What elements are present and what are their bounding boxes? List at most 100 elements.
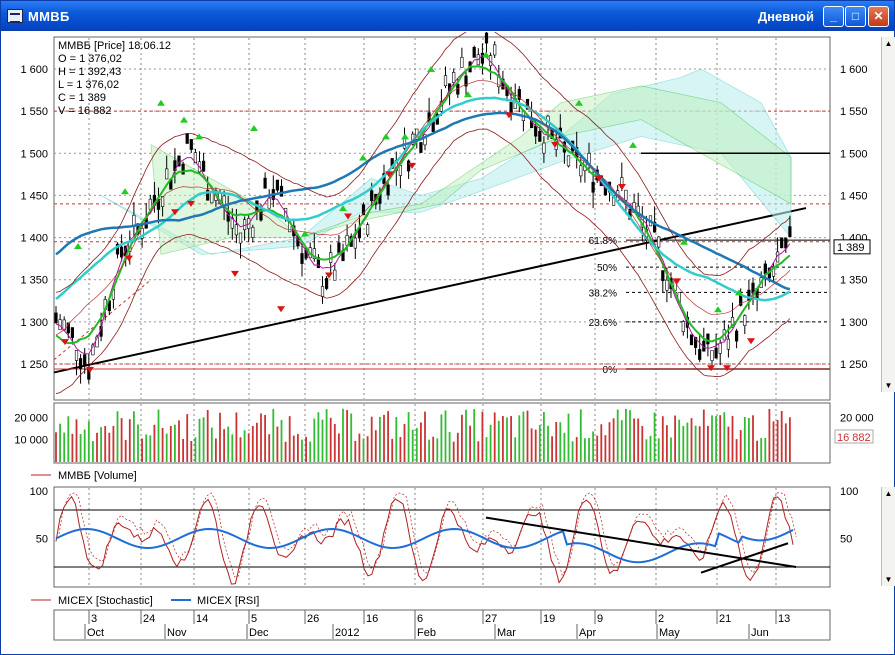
candle-body [83,354,87,366]
candle-body [726,338,730,350]
day-label: 19 [543,613,555,625]
volume-legend-label: ММВБ [Volume] [58,470,137,482]
right-price-tick: 1 450 [840,190,868,202]
title-bar[interactable]: ММВБ Дневной _ □ ✕ [1,1,894,31]
right-price-tick: 1 550 [840,106,868,118]
sell-arrow-icon [325,272,333,279]
sell-arrow-icon [86,366,94,373]
current-volume-label: 16 882 [837,432,871,444]
scroll-down-icon[interactable]: ▼ [884,575,893,584]
candle-body [275,179,280,191]
buy-arrow-icon [121,188,129,195]
fibonacci-levels: 61.8% 50% 38.2% 23.6% 0% [54,152,830,376]
right-price-tick: 1 300 [840,317,868,329]
month-label: Feb [417,627,436,639]
osc-left-tick: 50 [36,534,48,546]
candle-body [165,168,169,180]
rsi-line [55,528,794,564]
close-button[interactable]: ✕ [868,6,889,27]
sell-arrow-icon [505,112,513,119]
oscillator-panel[interactable] [53,486,831,588]
buy-arrow-icon [629,141,637,148]
period-label: Дневной [757,9,814,24]
candle-body [185,133,189,144]
candle-body [480,52,485,64]
sell-arrow-icon [277,306,285,313]
volume-left-tick: 10 000 [14,435,48,447]
candle-body [333,269,337,281]
candle-body [681,321,685,332]
volume-left-tick: 20 000 [14,412,48,424]
ma-red-thin [55,80,791,336]
candle-body [734,330,739,342]
bollinger-lower [55,128,791,394]
candle-body [525,98,530,110]
candle-body [263,177,267,189]
buy-arrow-icon [301,230,309,237]
candle-body [472,47,476,58]
minimize-button[interactable]: _ [823,6,844,27]
sell-arrow-icon [187,200,195,207]
oscillator-scrollbar[interactable]: ▲ ▼ [881,487,895,586]
fib-label: 23.6% [589,318,617,329]
sell-arrow-icon [171,209,179,216]
osc-right-tick: 50 [840,534,852,546]
candle-body [538,131,542,142]
candle-body [710,350,714,361]
candle-body [95,336,99,348]
candle-body [591,181,595,193]
day-label: 13 [778,613,790,625]
fib-label: 61.8% [589,236,617,247]
candle-body [406,160,411,172]
day-label: 14 [196,613,208,625]
sell-arrow-icon [125,255,133,262]
candle-body [657,236,661,248]
candle-body [743,315,747,326]
candle-body [74,350,79,361]
osc-trendline-up [700,542,789,574]
candle-body [706,333,710,345]
buy-arrow-icon [575,99,583,106]
candle-body [484,32,489,44]
candle-body [386,184,390,196]
price-legend-line: ММВБ [Price] 18.06.12 [58,40,171,52]
right-price-tick: 1 500 [840,148,868,160]
buy-arrow-icon [680,238,688,245]
buy-arrow-icon [714,306,722,313]
maximize-button[interactable]: □ [845,6,866,27]
price-scrollbar[interactable]: ▲ ▼ [881,37,895,392]
candle-body [464,75,468,87]
candle-body [353,237,357,249]
candle-body [238,232,243,244]
buy-arrow-icon [735,289,743,296]
candle-body [431,121,435,132]
scroll-up-icon[interactable]: ▲ [884,489,893,498]
candle-body [780,237,784,249]
fib-label: 0% [603,365,618,376]
buy-arrow-icon [74,243,82,249]
cloud-green [150,85,792,255]
candle-body [370,190,374,202]
left-price-tick: 1 550 [20,106,48,118]
scroll-up-icon[interactable]: ▲ [884,39,893,48]
day-label: 6 [417,613,423,625]
window-title: ММВБ [28,9,70,24]
buy-arrow-icon [464,91,472,98]
current-volume-box [834,429,874,444]
candle-body [120,246,124,258]
scroll-down-icon[interactable]: ▼ [884,381,893,390]
candle-body [234,224,239,236]
ichimoku-cloud [100,68,792,255]
app-icon [7,9,23,23]
sell-arrow-icon [723,365,731,372]
left-price-tick: 1 350 [20,275,48,287]
ma-blue [55,111,791,291]
candle-body [714,347,718,359]
buy-arrow-icon [180,116,188,123]
sell-arrow-icon [61,339,69,346]
candle-body [443,75,448,86]
candle-body [624,189,628,201]
candle-body [140,227,144,239]
chart-canvas[interactable]: 61.8% 50% 38.2% 23.6% 0% 1 600 1 600 1 550 1 55… [1,32,894,655]
month-label: Nov [167,627,187,639]
